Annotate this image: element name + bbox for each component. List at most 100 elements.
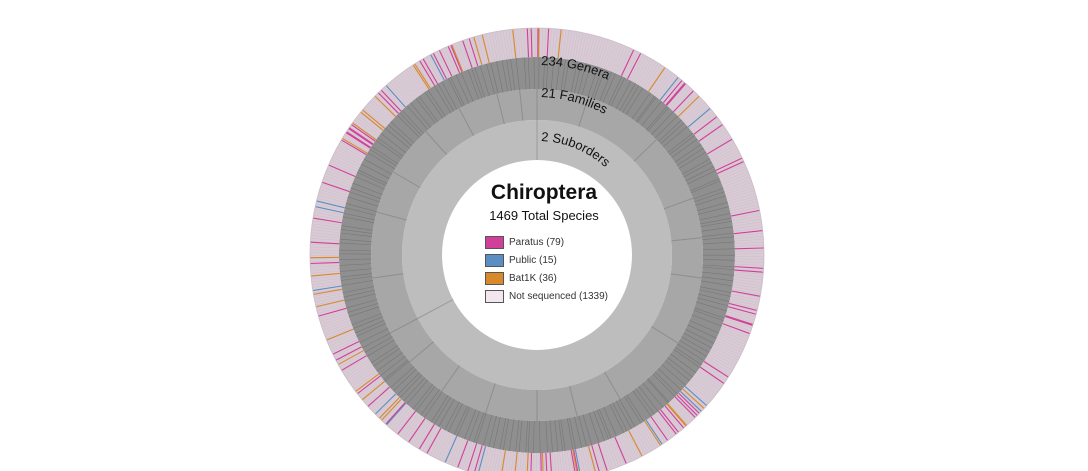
genus-divider [701, 276, 734, 282]
genus-divider [554, 420, 559, 452]
genus-divider [406, 379, 429, 405]
species-mark-not-sequenced [358, 114, 382, 134]
species-mark-sequenced [734, 266, 764, 269]
species-mark-not-sequenced [314, 295, 344, 303]
species-mark-not-sequenced [310, 268, 340, 271]
species-mark-sequenced [645, 419, 663, 445]
species-mark-not-sequenced [723, 321, 751, 332]
species-mark-not-sequenced [726, 311, 755, 321]
species-mark-not-sequenced [522, 452, 525, 471]
species-mark-sequenced [731, 290, 761, 297]
species-mark-not-sequenced [731, 291, 761, 298]
genus-divider [347, 196, 379, 207]
species-mark-not-sequenced [697, 370, 722, 388]
species-mark-not-sequenced [448, 437, 461, 465]
species-mark-not-sequenced [324, 325, 352, 336]
legend-item-paratus: Paratus (79) [485, 234, 608, 250]
species-mark-not-sequenced [485, 33, 493, 63]
legend-item-not-sequenced: Not sequenced (1339) [485, 288, 608, 304]
species-mark-not-sequenced [732, 286, 762, 292]
genus-divider [652, 373, 676, 397]
species-mark-not-sequenced [551, 452, 554, 471]
genus-divider [370, 345, 399, 364]
species-mark-not-sequenced [413, 64, 430, 89]
genus-divider [363, 158, 392, 175]
species-mark-sequenced [512, 29, 517, 59]
genus-divider [702, 264, 735, 268]
species-mark-not-sequenced [347, 363, 372, 380]
species-mark-not-sequenced [327, 167, 355, 180]
genus-divider [700, 220, 733, 227]
species-mark-not-sequenced [734, 233, 763, 237]
genus-divider [632, 390, 652, 417]
species-mark-not-sequenced [482, 34, 491, 63]
species-mark-not-sequenced [476, 445, 485, 471]
genus-divider [622, 85, 640, 113]
species-mark-not-sequenced [337, 146, 364, 161]
genus-divider [638, 386, 659, 412]
genus-divider [415, 98, 436, 124]
species-mark-not-sequenced [312, 283, 342, 288]
species-mark-not-sequenced [724, 182, 753, 192]
species-mark-not-sequenced [701, 364, 727, 381]
species-mark-not-sequenced [424, 427, 440, 453]
species-mark-not-sequenced [636, 58, 652, 84]
species-mark-not-sequenced [710, 144, 736, 160]
species-mark-sequenced [430, 54, 445, 81]
genus-divider [396, 372, 420, 396]
genus-divider [460, 72, 474, 102]
species-mark-not-sequenced [466, 39, 476, 67]
species-mark-not-sequenced [325, 327, 353, 339]
genus-divider [676, 147, 704, 166]
genus-divider [493, 416, 501, 449]
species-mark-not-sequenced [648, 418, 666, 443]
species-mark-not-sequenced [715, 339, 743, 353]
genus-divider [518, 420, 523, 453]
genus-divider [694, 191, 725, 203]
species-mark-not-sequenced [681, 100, 704, 121]
species-mark-not-sequenced [678, 393, 699, 415]
genus-divider [569, 417, 576, 450]
genus-divider [427, 89, 446, 117]
genus-divider [669, 135, 695, 155]
public-swatch [485, 253, 504, 267]
genus-divider [686, 170, 717, 185]
species-mark-not-sequenced [363, 108, 386, 128]
species-mark-sequenced [355, 373, 380, 392]
genus-divider [415, 385, 436, 412]
species-mark-not-sequenced [494, 449, 499, 471]
species-mark-not-sequenced [610, 438, 622, 466]
species-mark-not-sequenced [733, 281, 762, 286]
genus-divider [543, 57, 545, 90]
species-mark-not-sequenced [670, 400, 691, 423]
genus-divider [339, 238, 372, 242]
species-mark-not-sequenced [310, 260, 340, 262]
species-mark-sequenced [557, 29, 562, 59]
species-mark-not-sequenced [615, 436, 628, 464]
species-mark-not-sequenced [624, 432, 638, 459]
species-mark-not-sequenced [397, 75, 416, 100]
species-mark-not-sequenced [659, 76, 678, 100]
species-mark-sequenced [361, 380, 385, 401]
genus-divider [456, 406, 471, 437]
species-mark-not-sequenced [708, 353, 734, 369]
species-mark-not-sequenced [626, 431, 641, 458]
species-mark-not-sequenced [383, 87, 404, 109]
family-divider [425, 131, 448, 156]
species-mark-not-sequenced [312, 220, 342, 226]
species-mark-sequenced [570, 449, 576, 471]
species-mark-not-sequenced [647, 66, 664, 91]
species-mark-not-sequenced [313, 214, 343, 221]
genus-divider [376, 352, 403, 372]
genus-divider [438, 398, 455, 427]
genus-divider [635, 95, 656, 122]
genus-divider [506, 59, 512, 92]
species-mark-sequenced [501, 450, 506, 471]
species-mark-not-sequenced [579, 33, 587, 62]
species-mark-sequenced [667, 403, 688, 426]
species-mark-not-sequenced [430, 429, 445, 456]
genus-divider [515, 58, 520, 90]
species-mark-not-sequenced [631, 428, 646, 455]
genus-divider [353, 316, 383, 329]
